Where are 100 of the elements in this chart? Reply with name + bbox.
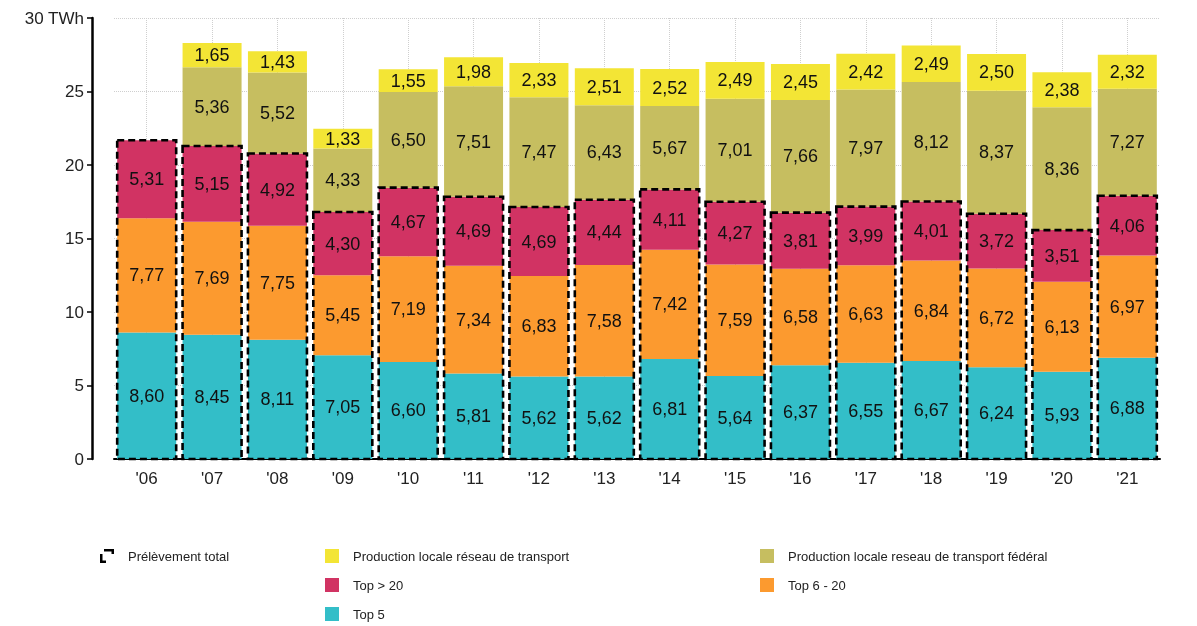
data-label: 4,01 — [913, 220, 949, 241]
x-tick-label: '11 — [463, 469, 485, 488]
data-label: 6,88 — [1109, 398, 1145, 419]
data-label: 5,31 — [129, 169, 165, 190]
legend-label: Top > 20 — [353, 577, 404, 593]
data-label: 7,59 — [717, 310, 753, 331]
bar — [770, 268, 830, 366]
data-label: 5,67 — [652, 137, 688, 158]
data-label: 7,34 — [456, 309, 492, 330]
bar — [313, 148, 373, 213]
data-label: 5,81 — [456, 406, 492, 427]
legend-label: Prélèvement total — [128, 548, 230, 564]
bar — [770, 100, 830, 213]
data-label: 6,43 — [586, 142, 622, 163]
data-label: 3,51 — [1044, 245, 1080, 266]
data-label: 4,69 — [521, 231, 557, 252]
y-tick-label: 20 — [65, 155, 84, 175]
bar — [640, 69, 700, 107]
bar — [378, 361, 438, 459]
legend-label: Top 5 — [353, 606, 385, 622]
data-label: 5,64 — [717, 407, 753, 428]
data-label: 6,37 — [782, 402, 818, 423]
bar — [705, 98, 765, 202]
bar — [574, 264, 634, 377]
bar — [444, 196, 504, 266]
data-label: 5,15 — [194, 173, 230, 194]
bar — [313, 355, 373, 459]
x-tick-label: '06 — [135, 469, 158, 488]
bar — [836, 362, 896, 459]
bar — [901, 360, 961, 459]
x-tick-label: '18 — [920, 469, 943, 488]
data-label: 5,45 — [325, 305, 361, 326]
bar — [770, 365, 830, 459]
data-label: 2,32 — [1109, 61, 1145, 82]
bar — [444, 86, 504, 197]
bar — [182, 221, 242, 335]
data-label: 7,01 — [717, 140, 753, 161]
bar — [640, 249, 700, 359]
data-label: 5,52 — [259, 102, 295, 123]
bar — [967, 268, 1027, 368]
bar — [509, 376, 569, 459]
data-label: 5,62 — [521, 407, 557, 428]
bar — [378, 92, 438, 188]
data-label: 6,83 — [521, 316, 557, 337]
x-tick-label: '09 — [331, 469, 354, 488]
bar — [247, 339, 307, 459]
data-label: 6,58 — [782, 307, 818, 327]
y-tick-label: 25 — [65, 82, 84, 101]
data-label: 8,12 — [913, 131, 949, 152]
x-tick-label: '17 — [854, 469, 877, 488]
data-label: 7,69 — [194, 268, 230, 289]
bar — [901, 260, 961, 361]
bar — [640, 189, 700, 250]
data-label: 2,42 — [848, 61, 884, 82]
legend-label: Production locale reseau de transport fédéral — [788, 548, 1048, 564]
bar — [378, 256, 438, 362]
data-label: 4,06 — [1109, 215, 1145, 236]
bar — [1097, 357, 1157, 459]
data-label: 6,67 — [913, 399, 949, 420]
data-label: 6,60 — [390, 400, 426, 421]
y-tick-label: 10 — [65, 302, 84, 322]
data-label: 2,49 — [913, 53, 949, 74]
x-tick-label: '20 — [1050, 469, 1074, 488]
legend-label: Top 6 - 20 — [788, 577, 846, 593]
data-label: 6,55 — [848, 400, 884, 421]
data-label: 1,98 — [456, 61, 492, 82]
bar — [509, 275, 569, 377]
data-label: 7,47 — [521, 142, 557, 163]
x-tick-label: '08 — [266, 469, 289, 488]
data-label: 4,27 — [717, 223, 753, 244]
data-label: 2,49 — [717, 70, 753, 91]
data-label: 8,36 — [1044, 158, 1080, 179]
bar — [574, 199, 634, 265]
bar — [378, 187, 438, 257]
bar — [247, 72, 307, 154]
bar — [1097, 255, 1157, 358]
x-tick-label: '15 — [723, 469, 747, 488]
bar — [901, 82, 961, 202]
bar — [182, 67, 242, 147]
data-label: 7,27 — [1109, 132, 1145, 153]
x-tick-label: '14 — [658, 469, 681, 488]
bar — [509, 207, 569, 276]
bar — [640, 106, 700, 190]
x-tick-label: '19 — [985, 469, 1008, 488]
y-tick-label: 5 — [74, 376, 84, 395]
data-label: 2,50 — [979, 62, 1015, 83]
data-label: 6,84 — [913, 300, 949, 321]
data-label: 4,30 — [325, 233, 361, 254]
bar — [705, 264, 765, 377]
bar — [836, 265, 896, 363]
bar — [1032, 107, 1092, 231]
data-label: 4,11 — [652, 209, 687, 230]
bar — [705, 376, 765, 459]
data-label: 6,50 — [390, 129, 426, 150]
data-label: 1,55 — [390, 70, 426, 91]
bar — [705, 201, 765, 265]
bar — [967, 90, 1027, 214]
bar — [117, 332, 177, 459]
bar — [1097, 88, 1157, 196]
data-label: 7,58 — [586, 310, 622, 331]
